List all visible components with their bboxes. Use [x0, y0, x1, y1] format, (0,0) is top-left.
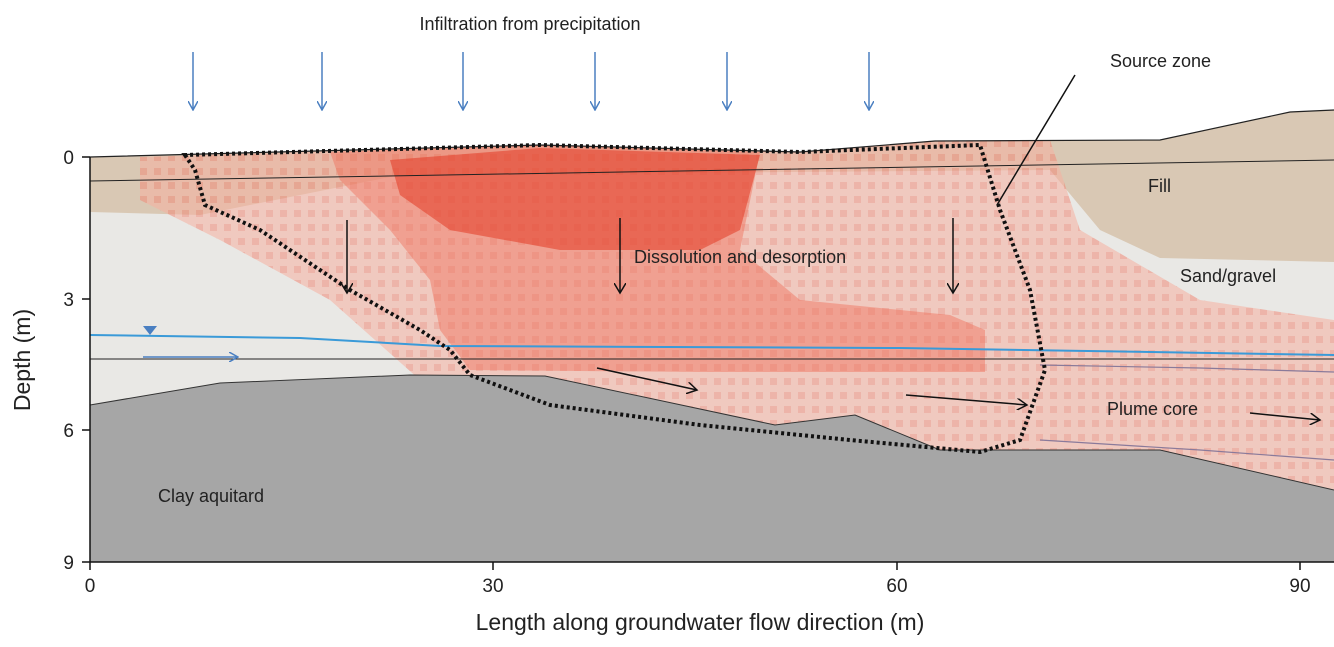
clay-layer [90, 375, 1334, 562]
clay-outline [89, 374, 1334, 491]
x-axis-label: Length along groundwater flow direction … [476, 609, 925, 635]
y-tick-label: 0 [63, 148, 74, 169]
y-tick-label: 9 [63, 553, 74, 574]
layer-line [89, 159, 1334, 182]
title: Infiltration from precipitation [419, 14, 640, 34]
y-axis-label: Depth (m) [9, 309, 35, 411]
infiltration-arrows [193, 52, 869, 110]
label: Sand/gravel [1180, 266, 1276, 286]
plume-edge [1039, 364, 1334, 373]
label: Fill [1148, 176, 1171, 196]
axes: 0 3 6 9 0 30 60 90 Length along groundwa… [9, 148, 1334, 635]
plume-dark [390, 148, 760, 250]
water-table [89, 334, 1334, 356]
x-tick-label: 0 [85, 576, 96, 597]
x-tick-label: 90 [1289, 576, 1310, 597]
water-table-symbol [143, 326, 157, 335]
x-tick-label: 30 [482, 576, 503, 597]
y-tick-label: 6 [63, 421, 74, 442]
process-arrows [347, 74, 1320, 420]
label: Plume core [1107, 399, 1198, 419]
x-tick-label: 60 [886, 576, 907, 597]
label: Dissolution and desorption [634, 247, 846, 267]
label: Clay aquitard [158, 486, 264, 506]
label: Source zone [1110, 51, 1211, 71]
plume-edge [1039, 439, 1334, 461]
source-zone-boundary [181, 142, 1048, 455]
y-tick-label: 3 [63, 290, 74, 311]
